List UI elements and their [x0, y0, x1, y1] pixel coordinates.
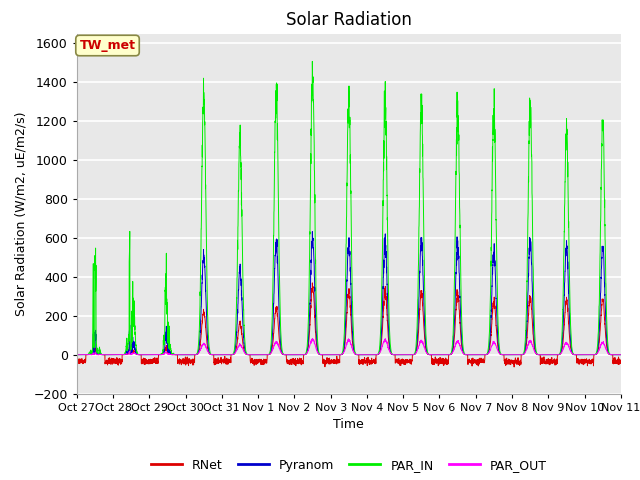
Title: Solar Radiation: Solar Radiation [286, 11, 412, 29]
PAR_OUT [73, 352, 81, 358]
PAR_IN [329, 352, 337, 358]
Legend: RNet, Pyranom, PAR_IN, PAR_OUT: RNet, Pyranom, PAR_IN, PAR_OUT [146, 454, 552, 477]
Pyranom [329, 352, 337, 358]
Pyranom [171, 352, 179, 358]
PAR_IN [171, 351, 179, 357]
PAR_OUT [441, 352, 449, 358]
PAR_OUT [329, 352, 337, 358]
Pyranom [617, 352, 625, 358]
PAR_IN [616, 352, 624, 358]
RNet [510, 364, 518, 370]
Line: PAR_OUT: PAR_OUT [77, 338, 621, 355]
PAR_OUT [308, 336, 316, 341]
PAR_OUT [171, 352, 179, 358]
RNet [171, 352, 179, 358]
PAR_IN [73, 352, 81, 358]
RNet [441, 359, 449, 365]
RNet [502, 361, 509, 367]
PAR_IN [441, 352, 449, 358]
Pyranom [471, 352, 479, 358]
RNet [616, 357, 624, 363]
Pyranom [308, 229, 316, 235]
RNet [329, 359, 337, 364]
Line: RNet: RNet [77, 283, 621, 367]
RNet [73, 360, 81, 365]
PAR_OUT [617, 352, 625, 358]
Y-axis label: Solar Radiation (W/m2, uE/m2/s): Solar Radiation (W/m2, uE/m2/s) [15, 111, 28, 316]
PAR_OUT [616, 352, 624, 358]
RNet [617, 360, 625, 365]
Pyranom [441, 352, 449, 358]
Line: PAR_IN: PAR_IN [77, 61, 621, 355]
Pyranom [616, 352, 624, 358]
RNet [308, 280, 316, 286]
Text: TW_met: TW_met [79, 39, 136, 52]
PAR_OUT [502, 352, 509, 358]
Pyranom [502, 352, 509, 358]
PAR_IN [502, 352, 509, 358]
PAR_IN [308, 59, 316, 64]
PAR_IN [471, 352, 479, 358]
Line: Pyranom: Pyranom [77, 232, 621, 355]
PAR_OUT [471, 352, 479, 358]
X-axis label: Time: Time [333, 418, 364, 431]
RNet [471, 358, 479, 364]
PAR_IN [617, 352, 625, 358]
Pyranom [73, 352, 81, 358]
